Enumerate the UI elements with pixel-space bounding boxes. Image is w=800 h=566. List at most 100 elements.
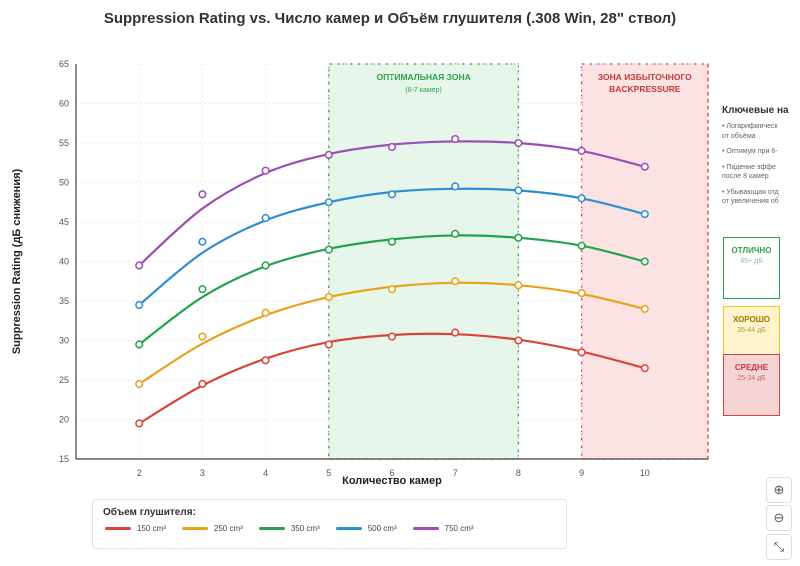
data-point <box>640 210 649 219</box>
category-good-label: ХОРОШО <box>732 315 771 324</box>
data-point <box>135 300 144 310</box>
data-point <box>387 285 397 294</box>
data-point <box>198 237 207 246</box>
legend-swatch <box>412 527 439 530</box>
legend-swatch <box>258 527 285 530</box>
data-point <box>640 257 649 266</box>
data-point <box>324 150 333 159</box>
data-point <box>451 135 460 144</box>
zoom-out-icon: ⊖ <box>773 510 785 525</box>
data-point <box>451 229 460 238</box>
fit-view-icon: ⤡ <box>773 539 785 554</box>
zoom-in-button[interactable]: ⊕ <box>766 477 792 503</box>
side-panel: Ключевые на • Логарифмическ от объёма • О… <box>722 105 800 213</box>
category-average-range: 25-34 дБ <box>737 375 766 382</box>
series-line-3 <box>138 187 646 306</box>
legend-swatch <box>335 527 362 530</box>
legend-label: 250 cm³ <box>213 524 243 533</box>
side-note-1: • Логарифмическ от объёма <box>722 123 778 140</box>
legend-item-0[interactable]: 150 cm³ <box>105 524 166 533</box>
category-average-label: СРЕДНЕ <box>734 363 769 372</box>
data-point <box>261 261 270 270</box>
data-point <box>324 293 333 302</box>
data-point <box>514 281 523 290</box>
legend-swatch <box>105 527 131 530</box>
data-point <box>261 356 270 365</box>
x-tick-label: 10 <box>640 468 650 478</box>
y-tick-label: 35 <box>59 296 69 306</box>
data-point <box>135 261 144 270</box>
legend-title: Объем глушителя: <box>103 507 196 518</box>
y-tick-label: 20 <box>59 415 69 425</box>
y-tick-label: 15 <box>59 454 69 464</box>
category-excellent-label: ОТЛИЧНО <box>731 246 772 255</box>
category-excellent: ОТЛИЧНО 45+ дБ <box>723 237 780 299</box>
data-point <box>640 364 649 373</box>
y-tick-label: 25 <box>59 375 69 385</box>
legend-items: 150 cm³ 250 cm³ 350 cm³ 500 cm³ 750 cm³ <box>105 524 474 533</box>
legend-item-4[interactable]: 750 cm³ <box>412 524 474 533</box>
legend-label: 750 cm³ <box>444 524 474 533</box>
data-point <box>514 233 523 242</box>
zoom-in-icon: ⊕ <box>773 482 785 497</box>
data-point <box>324 245 333 254</box>
data-point <box>577 241 586 250</box>
y-tick-label: 50 <box>59 178 69 188</box>
series-line-4 <box>138 140 646 267</box>
data-point <box>387 190 397 199</box>
fit-view-button[interactable]: ⤡ <box>766 534 792 560</box>
legend-label: 500 cm³ <box>367 524 397 533</box>
legend-item-3[interactable]: 500 cm³ <box>335 524 397 533</box>
data-point <box>324 198 333 207</box>
data-point <box>451 328 460 337</box>
data-point <box>261 308 270 317</box>
legend-swatch <box>181 527 208 530</box>
zone-sublabel: (6-7 камер) <box>405 87 441 94</box>
x-axis-label: Количество камер <box>342 475 442 487</box>
x-tick-label: 6 <box>389 468 394 478</box>
x-tick-label: 2 <box>137 468 142 478</box>
category-good-range: 35-44 дБ <box>737 327 766 334</box>
data-point <box>387 332 397 341</box>
data-point <box>198 190 207 199</box>
x-tick-label: 8 <box>516 468 521 478</box>
data-point <box>135 379 144 389</box>
data-point <box>451 182 460 191</box>
legend-item-2[interactable]: 350 cm³ <box>258 524 320 533</box>
x-tick-label: 9 <box>579 468 584 478</box>
data-point <box>577 348 586 357</box>
data-point <box>387 237 397 246</box>
category-excellent-range: 45+ дБ <box>740 258 763 265</box>
chart-title: Suppression Rating vs. Число камер и Объ… <box>103 10 677 27</box>
legend-label: 150 cm³ <box>137 524 166 533</box>
legend-label: 350 cm³ <box>290 524 320 533</box>
data-point <box>261 214 270 223</box>
data-point <box>198 379 207 389</box>
data-point <box>135 419 144 428</box>
zone-label: ОПТИМАЛЬНАЯ ЗОНА <box>376 72 470 82</box>
x-tick-label: 3 <box>200 468 205 478</box>
y-tick-label: 30 <box>59 336 69 346</box>
data-point <box>577 289 586 298</box>
y-tick-label: 40 <box>59 257 69 267</box>
side-note-3: • Падение эффе после 8 камер <box>722 163 776 181</box>
data-point <box>514 186 523 195</box>
legend: Объем глушителя: 150 cm³ 250 cm³ 350 cm³ 50… <box>92 499 567 549</box>
data-point <box>514 336 523 345</box>
data-point <box>198 285 207 294</box>
x-tick-label: 7 <box>453 468 458 478</box>
y-tick-label: 60 <box>59 99 69 109</box>
data-point <box>640 304 649 313</box>
side-note-4: • Убывающая отд от увеличения об <box>722 188 779 206</box>
x-tick-label: 4 <box>263 468 268 478</box>
legend-item-1[interactable]: 250 cm³ <box>181 524 243 533</box>
data-point <box>198 332 207 341</box>
y-tick-label: 45 <box>59 217 69 227</box>
zoom-out-button[interactable]: ⊖ <box>766 505 792 531</box>
data-point <box>577 146 586 155</box>
data-point <box>387 142 397 151</box>
side-note-2: • Оптимум при 6- <box>722 148 778 155</box>
data-point <box>135 340 144 349</box>
side-panel-title: Ключевые на <box>722 105 789 116</box>
